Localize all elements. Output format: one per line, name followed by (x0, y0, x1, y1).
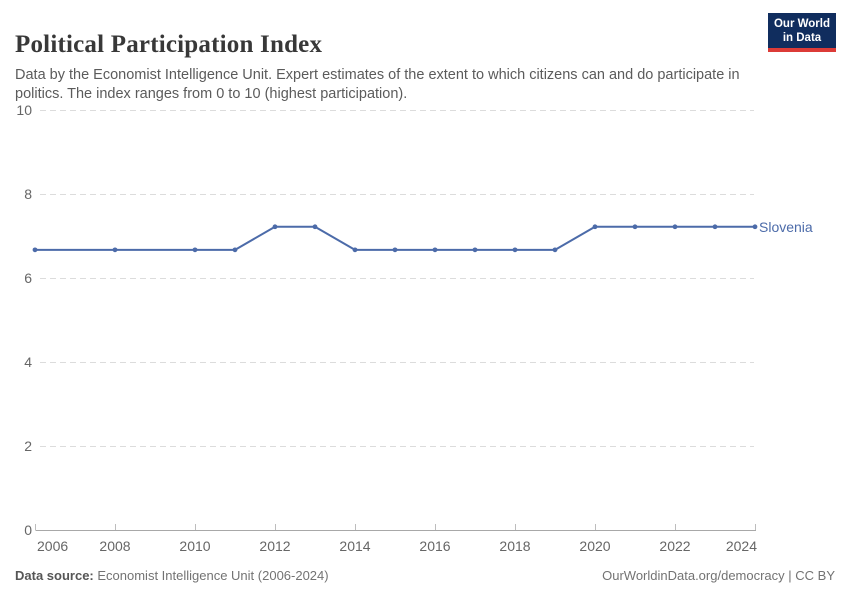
owid-logo[interactable]: Our World in Data (768, 13, 836, 52)
data-point[interactable] (392, 247, 398, 253)
x-tick-label: 2024 (726, 538, 757, 554)
data-point[interactable] (592, 224, 598, 230)
data-point[interactable] (512, 247, 518, 253)
data-point[interactable] (672, 224, 678, 230)
data-point[interactable] (312, 224, 318, 230)
data-source-label: Data source: (15, 568, 94, 583)
data-point[interactable] (272, 224, 278, 230)
x-tick-label: 2022 (659, 538, 690, 554)
page-title: Political Participation Index (15, 30, 323, 58)
entity-label[interactable]: Slovenia (759, 219, 813, 235)
data-point[interactable] (32, 247, 38, 253)
x-tick-label: 2018 (499, 538, 530, 554)
x-tick-label: 2010 (179, 538, 210, 554)
y-tick-label: 10 (16, 102, 32, 118)
owid-logo-line2: in Data (782, 32, 822, 44)
y-tick-label: 0 (24, 522, 32, 538)
y-tick-label: 2 (24, 438, 32, 454)
x-tick-label: 2014 (339, 538, 370, 554)
data-point[interactable] (632, 224, 638, 230)
x-tick-label: 2016 (419, 538, 450, 554)
data-point[interactable] (232, 247, 238, 253)
y-tick-label: 4 (24, 354, 32, 370)
data-point[interactable] (352, 247, 358, 253)
y-tick-label: 8 (24, 186, 32, 202)
data-point[interactable] (712, 224, 718, 230)
x-tick-label: 2006 (37, 538, 68, 554)
data-point[interactable] (192, 247, 198, 253)
data-point[interactable] (552, 247, 558, 253)
x-tick-label: 2020 (579, 538, 610, 554)
data-source-text: Economist Intelligence Unit (2006-2024) (93, 568, 329, 583)
x-tick-label: 2012 (259, 538, 290, 554)
data-point[interactable] (752, 224, 758, 230)
chart-footer: Data source: Economist Intelligence Unit… (15, 568, 835, 583)
owid-logo-line1: Our World (773, 18, 830, 30)
data-point[interactable] (472, 247, 478, 253)
data-point[interactable] (112, 247, 118, 253)
chart-subtitle: Data by the Economist Intelligence Unit.… (15, 66, 740, 102)
data-source: Data source: Economist Intelligence Unit… (15, 568, 329, 583)
credit-line[interactable]: OurWorldinData.org/democracy | CC BY (602, 568, 835, 583)
x-tick-label: 2008 (99, 538, 130, 554)
series-line-slovenia[interactable] (34, 225, 756, 251)
data-point[interactable] (432, 247, 438, 253)
y-tick-label: 6 (24, 270, 32, 286)
